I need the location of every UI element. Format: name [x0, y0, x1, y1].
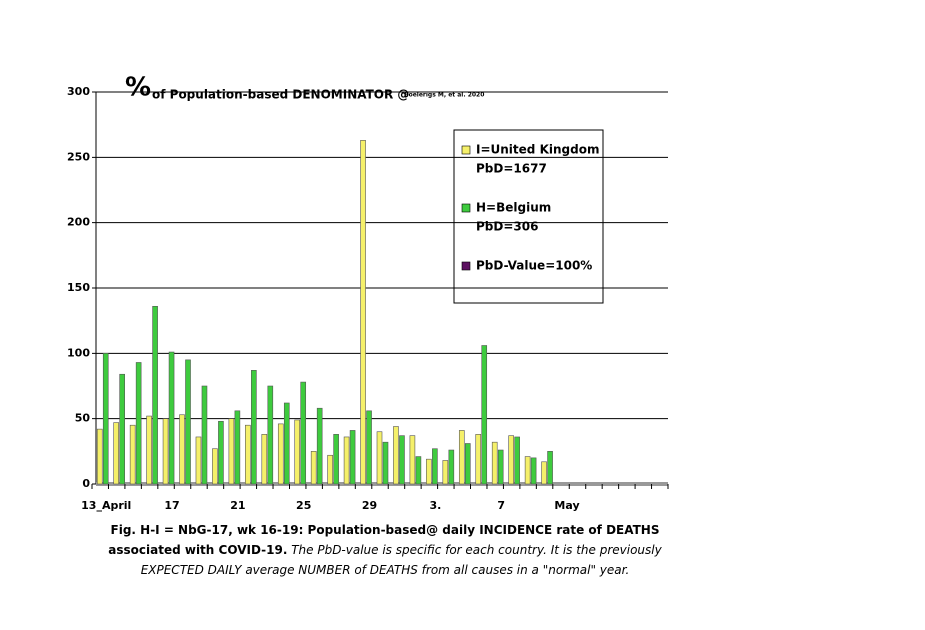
bar [475, 434, 482, 485]
legend-swatch [461, 145, 471, 155]
bar [376, 431, 383, 485]
bar [146, 415, 152, 485]
x-tick-label: 3. [429, 499, 441, 512]
bar [333, 434, 339, 485]
x-tick-label: 7 [497, 499, 505, 512]
bar [185, 359, 191, 485]
bar [251, 370, 257, 485]
bar [102, 353, 109, 485]
bar [508, 435, 514, 485]
legend-box [453, 129, 604, 304]
chart-title: of Population-based DENOMINATOR @ [152, 88, 409, 102]
bar [212, 448, 218, 485]
legend-swatch [461, 261, 471, 271]
bar [415, 456, 422, 485]
bar [547, 451, 553, 485]
bar [366, 410, 372, 485]
x-tick-label: 21 [230, 499, 245, 512]
bar [234, 410, 241, 485]
bar [277, 423, 284, 485]
x-tick-label: 17 [164, 499, 179, 512]
bar [96, 428, 103, 485]
legend-label: PbD-Value=100% [476, 259, 592, 273]
bar [464, 443, 471, 485]
bar [481, 345, 488, 485]
legend-swatch [461, 203, 471, 213]
bar [201, 385, 208, 485]
legend-note: PbD=1677 [476, 162, 547, 176]
x-tick-label: May [554, 499, 579, 512]
bar [409, 435, 416, 485]
legend-note: PbD=306 [476, 220, 538, 234]
y-tick-label: 300 [67, 85, 90, 98]
bar [129, 424, 136, 485]
bar [514, 436, 520, 485]
bar [393, 426, 399, 485]
bar [541, 461, 547, 485]
y-tick-label: 150 [67, 281, 90, 294]
bar [267, 385, 274, 485]
legend-label: I=United Kingdom [476, 143, 599, 157]
x-tick-label: 13_April [81, 499, 131, 512]
bar [113, 422, 119, 485]
bar [300, 381, 307, 485]
bar [432, 448, 438, 485]
bar [162, 418, 169, 485]
bar [135, 362, 142, 485]
bar [245, 424, 251, 485]
title-source: Boelerigs M, et al. 2020 [404, 92, 484, 99]
bar [310, 451, 317, 485]
bar [442, 460, 449, 485]
bar [218, 420, 224, 485]
bar [530, 457, 537, 485]
bar [283, 402, 290, 485]
bar [382, 441, 389, 485]
caption-bold: Fig. H-I = NbG-17, wk 16-19: Population-… [108, 523, 660, 557]
bar [316, 407, 323, 485]
bar [497, 449, 504, 485]
bar [152, 305, 158, 485]
bar [195, 436, 202, 485]
bar [119, 373, 125, 485]
y-tick-label: 0 [82, 477, 90, 490]
bar [426, 458, 432, 485]
x-tick-label: 25 [296, 499, 311, 512]
bar [524, 456, 531, 485]
caption: Fig. H-I = NbG-17, wk 16-19: Population-… [95, 520, 675, 580]
bar [327, 454, 333, 485]
y-tick-label: 250 [67, 150, 90, 163]
caption-box: Fig. H-I = NbG-17, wk 16-19: Population-… [95, 520, 675, 580]
title-symbol: % [125, 73, 151, 103]
bar [168, 351, 175, 485]
bar [399, 435, 405, 485]
y-tick-label: 200 [67, 216, 90, 229]
bar [179, 414, 185, 485]
bar [228, 418, 235, 485]
bar [360, 140, 366, 485]
x-tick-label: 29 [362, 499, 377, 512]
y-tick-label: 50 [75, 412, 91, 425]
bar [261, 434, 268, 485]
bar [349, 430, 356, 485]
bar [491, 441, 498, 485]
bar [458, 430, 465, 485]
bar [343, 436, 350, 485]
bar [448, 449, 455, 485]
caption-italic: The PbD-value is specific for each count… [140, 543, 662, 577]
bar [294, 419, 301, 485]
legend-label: H=Belgium [476, 201, 551, 215]
y-tick-label: 100 [67, 346, 90, 359]
